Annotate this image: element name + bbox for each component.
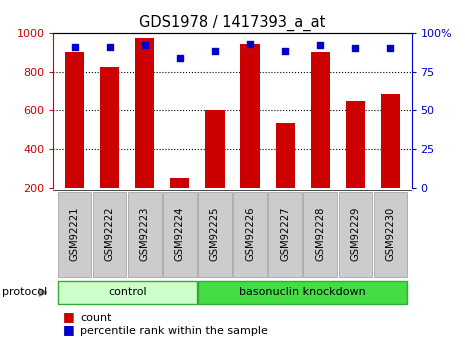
Text: protocol: protocol (2, 287, 47, 297)
Text: count: count (80, 313, 112, 323)
Text: GSM92221: GSM92221 (70, 207, 80, 261)
Bar (233, 191, 267, 277)
Bar (205, 110, 225, 188)
Bar (58, 191, 92, 277)
Point (387, 46, 394, 51)
Text: GSM92227: GSM92227 (280, 207, 290, 261)
Text: basonuclin knockdown: basonuclin knockdown (239, 287, 366, 297)
Text: GSM92224: GSM92224 (175, 207, 185, 261)
Bar (311, 52, 330, 188)
Point (176, 55, 184, 60)
Bar (65, 52, 84, 188)
Bar (93, 191, 126, 277)
Text: ■: ■ (63, 309, 74, 323)
Bar (381, 94, 400, 188)
Text: GSM92223: GSM92223 (140, 207, 150, 261)
Bar (268, 191, 302, 277)
Point (141, 42, 148, 48)
Point (106, 44, 113, 49)
Text: ■: ■ (63, 323, 74, 336)
Point (71, 44, 78, 49)
Point (246, 41, 254, 46)
Text: GSM92229: GSM92229 (350, 207, 360, 261)
Bar (128, 191, 162, 277)
Text: GSM92222: GSM92222 (105, 207, 115, 261)
Bar (198, 281, 407, 304)
Text: control: control (108, 287, 146, 297)
Bar (303, 191, 337, 277)
Bar (135, 38, 154, 188)
Bar (339, 191, 372, 277)
Bar (100, 67, 120, 188)
Bar (58, 281, 197, 304)
Bar (198, 191, 232, 277)
Bar (275, 123, 295, 188)
Text: GSM92226: GSM92226 (245, 207, 255, 261)
Bar (345, 101, 365, 188)
Point (317, 42, 324, 48)
Text: GSM92230: GSM92230 (385, 207, 395, 261)
Bar (163, 191, 197, 277)
Point (352, 46, 359, 51)
Text: GSM92228: GSM92228 (315, 207, 325, 261)
Bar (240, 45, 260, 188)
Bar (373, 191, 407, 277)
Point (281, 49, 289, 54)
Text: percentile rank within the sample: percentile rank within the sample (80, 326, 268, 336)
Point (211, 49, 219, 54)
Text: GSM92225: GSM92225 (210, 207, 220, 261)
Title: GDS1978 / 1417393_a_at: GDS1978 / 1417393_a_at (140, 15, 326, 31)
Bar (170, 178, 190, 188)
